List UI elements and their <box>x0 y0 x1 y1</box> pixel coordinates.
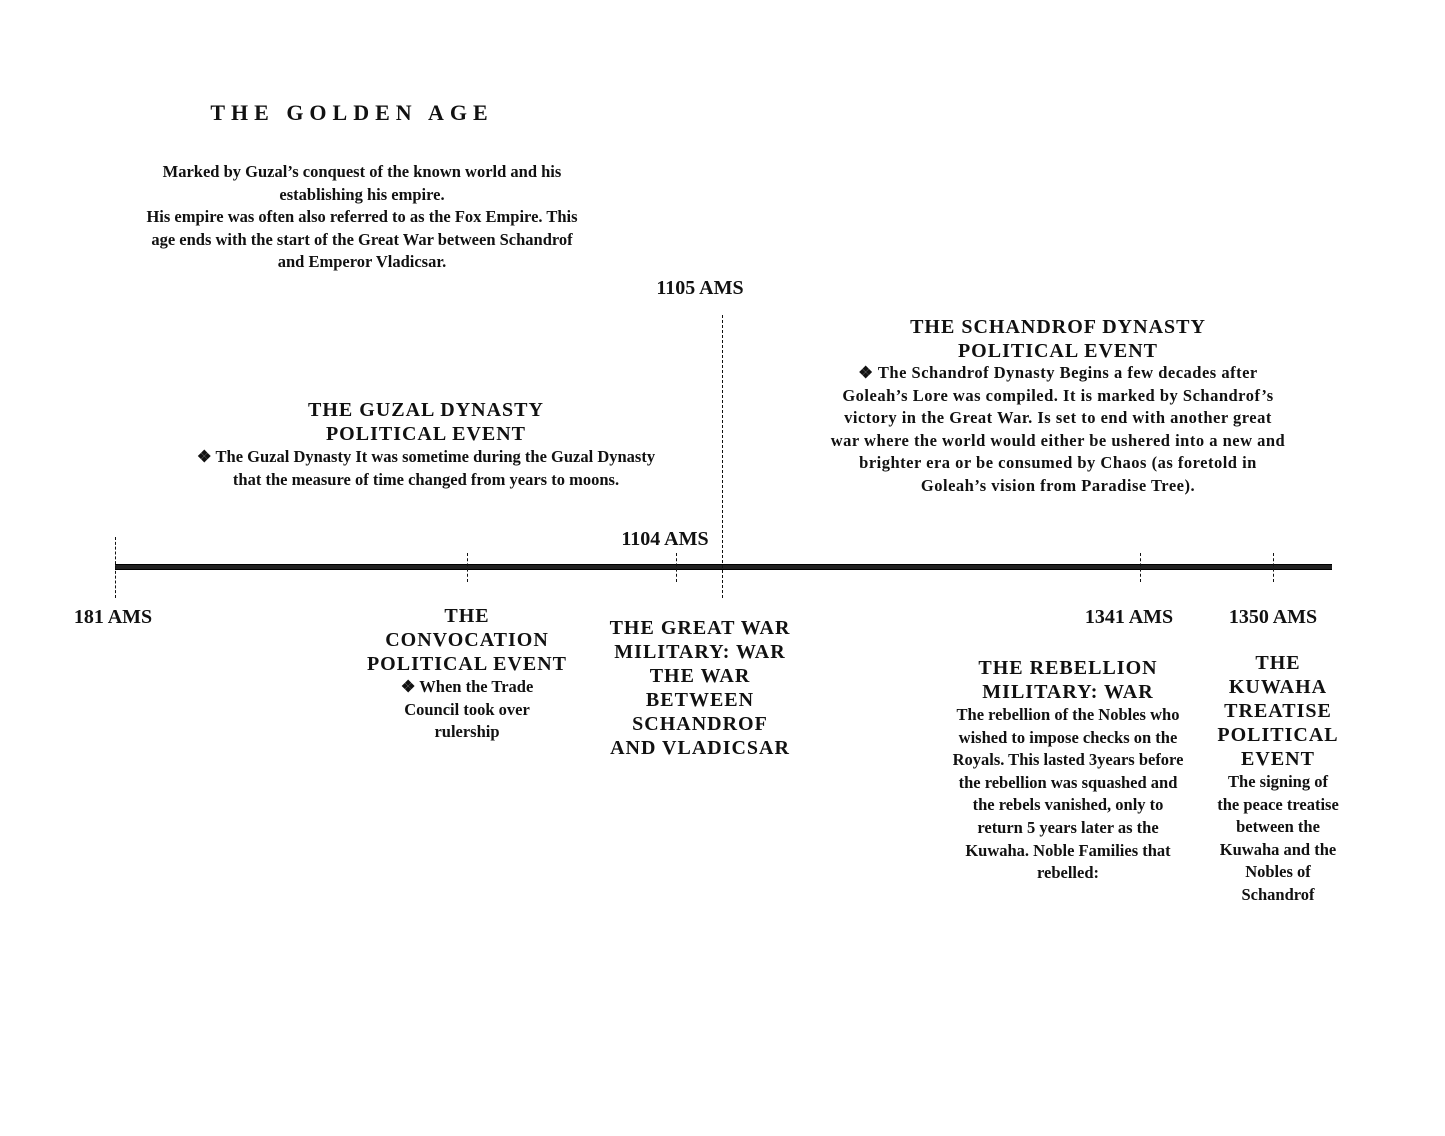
tick-181 <box>115 537 116 598</box>
date-1104: 1104 AMS <box>621 528 709 550</box>
era-title: THE GOLDEN AGE <box>210 100 494 125</box>
tick-1341 <box>1140 553 1141 582</box>
date-1105: 1105 AMS <box>656 277 744 299</box>
kuwaha-body: The signing of the peace treatise betwee… <box>1217 772 1339 904</box>
convocation-body: ❖ When the Trade Council took over ruler… <box>400 677 534 742</box>
date-1350: 1350 AMS <box>1228 606 1318 628</box>
tick-1350 <box>1273 553 1274 582</box>
convocation-heading: THE CONVOCATION POLITICAL EVENT <box>366 605 568 675</box>
timeline-axis <box>115 564 1332 570</box>
tick-convocation <box>467 553 468 582</box>
schandrof-heading: THE SCHANDROF DYNASTY POLITICAL EVENT <box>910 316 1206 362</box>
rebellion-heading: THE REBELLION MILITARY: WAR <box>978 657 1158 703</box>
tick-1105 <box>722 315 723 598</box>
great-war-heading: THE GREAT WAR MILITARY: WAR THE WAR BETW… <box>609 617 791 759</box>
kuwaha-heading: THE KUWAHA TREATISE POLITICAL EVENT <box>1217 652 1339 770</box>
guzal-heading: THE GUZAL DYNASTY POLITICAL EVENT <box>308 399 544 445</box>
rebellion-body: The rebellion of the Nobles who wished t… <box>952 705 1184 883</box>
tick-1104 <box>676 553 677 582</box>
date-181: 181 AMS <box>73 606 153 628</box>
date-1341: 1341 AMS <box>1084 606 1174 628</box>
guzal-body: ❖ The Guzal Dynasty It was sometime duri… <box>196 447 656 489</box>
schandrof-body: ❖ The Schandrof Dynasty Begins a few dec… <box>830 363 1286 495</box>
era-description: Marked by Guzal’s conquest of the known … <box>146 162 578 272</box>
